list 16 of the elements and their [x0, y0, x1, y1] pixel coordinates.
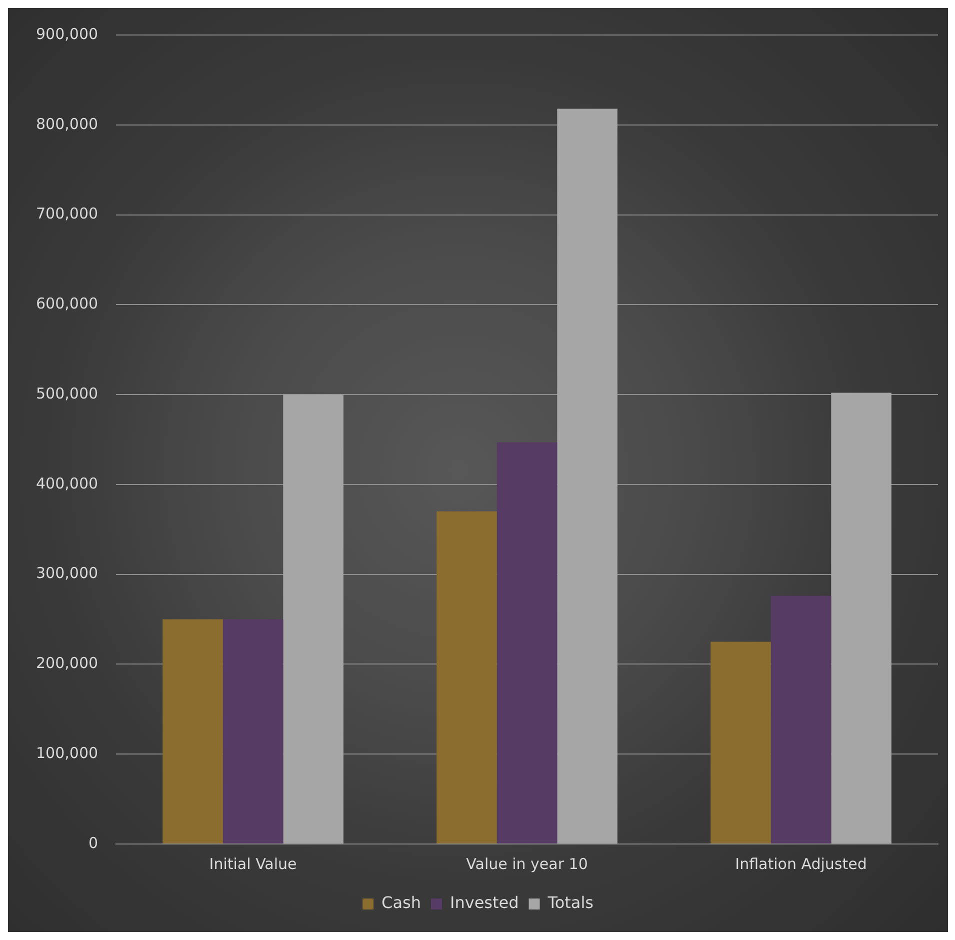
y-tick-label: 400,000: [36, 474, 98, 492]
y-tick-label: 100,000: [36, 744, 98, 762]
y-tick-label: 800,000: [36, 114, 98, 133]
legend-label: Totals: [546, 893, 594, 912]
y-tick-label: 600,000: [36, 294, 98, 313]
legend-label: Cash: [382, 893, 421, 912]
legend-label: Invested: [450, 893, 519, 912]
y-tick-label: 500,000: [36, 384, 98, 402]
y-tick-label: 900,000: [36, 24, 98, 43]
y-tick-label: 200,000: [36, 654, 98, 672]
y-tick-label: 700,000: [36, 204, 98, 223]
y-tick-label: 300,000: [36, 564, 98, 582]
x-tick-label: Initial Value: [209, 854, 297, 873]
y-tick-label: 0: [88, 834, 98, 852]
x-tick-label: Inflation Adjusted: [735, 854, 867, 873]
x-tick-label: Value in year 10: [466, 854, 588, 873]
